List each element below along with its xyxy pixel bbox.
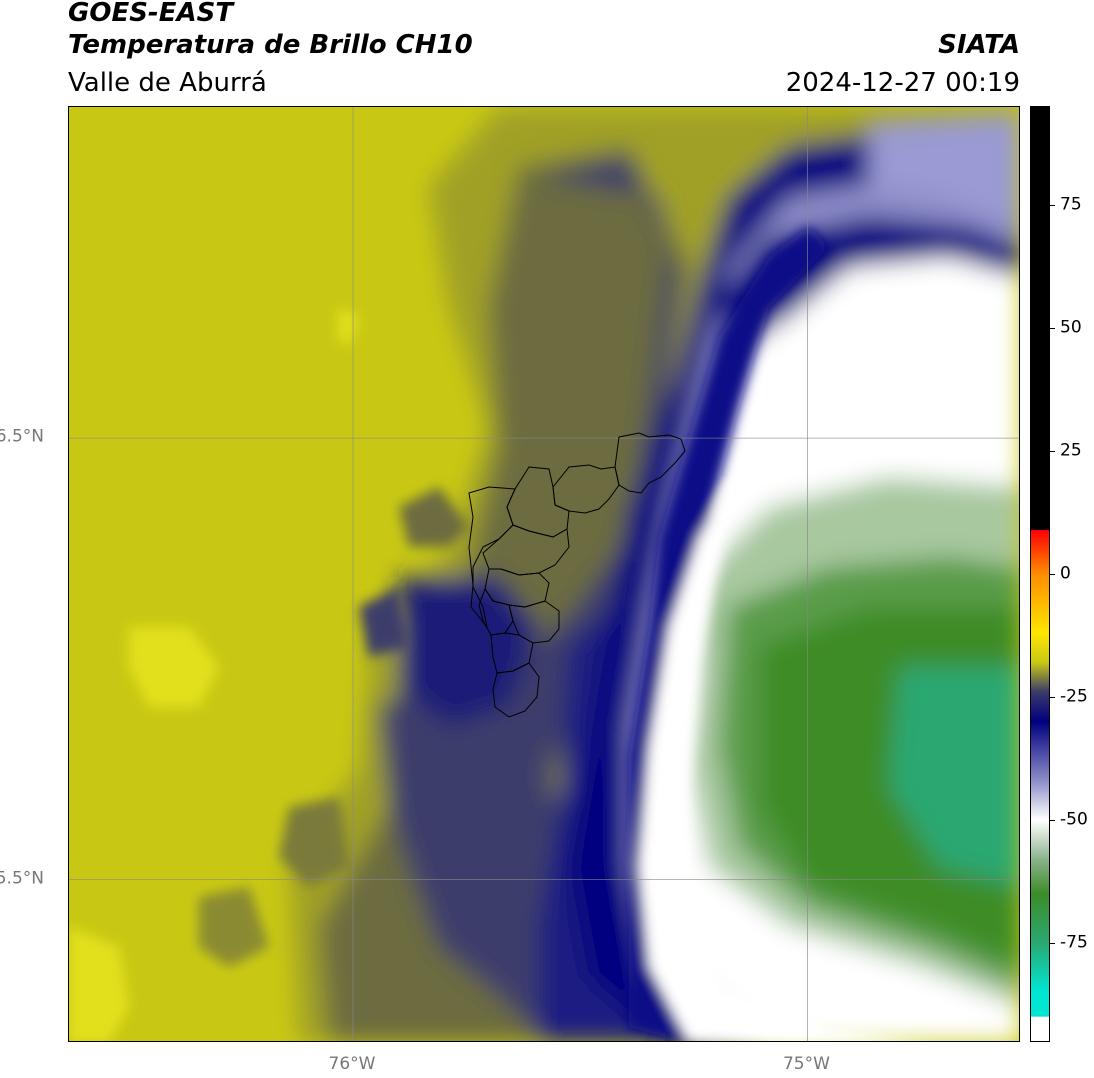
boundary-caldas (492, 662, 540, 718)
boundary-barbosa (614, 432, 686, 494)
colorbar-tick-mark (1050, 450, 1055, 452)
colorbar-tick-label: 50 (1060, 317, 1082, 338)
colorbar-tick-mark (1050, 574, 1055, 575)
datetime-label: 2024-12-27 00:19 (785, 68, 1020, 98)
graticule (69, 107, 1019, 1041)
colorbar-tick-mark (1050, 943, 1055, 945)
product-title: Temperatura de Brillo CH10 (68, 30, 473, 60)
colorbar-tick-label: -25 (1060, 686, 1088, 707)
colorbar-tick-label: -75 (1060, 932, 1088, 953)
latitude-label: 6.5°N (0, 426, 44, 447)
front-edge-detail (69, 227, 917, 1041)
municipality-boundaries (468, 432, 686, 718)
colorbar-tick-mark (1050, 697, 1055, 699)
boundary-envigado (508, 600, 560, 644)
colorbar-tick-mark (1050, 327, 1055, 329)
longitude-label: 76°W (328, 1054, 376, 1074)
boundary-bello (468, 486, 516, 628)
temperature-colorbar (1030, 106, 1050, 1042)
colorbar-tick-mark (1050, 204, 1055, 206)
region-label: Valle de Aburrá (68, 68, 267, 98)
brightness-temperature-field (69, 107, 1019, 1041)
colorbar-tick-label: 25 (1060, 440, 1082, 461)
temperature-shading (289, 107, 1019, 1041)
satellite-title: GOES-EAST (68, 0, 234, 28)
colorbar-tick-mark (1050, 820, 1055, 822)
colorbar-tick-label: -50 (1060, 809, 1088, 830)
latitude-label: 5.5°N (0, 868, 44, 889)
longitude-label: 75°W (782, 1054, 830, 1074)
colorbar-tick-label: 75 (1060, 194, 1082, 215)
satellite-map (68, 106, 1020, 1042)
agency-label: SIATA (938, 30, 1020, 60)
colorbar-tick-label: 0 (1060, 563, 1071, 584)
